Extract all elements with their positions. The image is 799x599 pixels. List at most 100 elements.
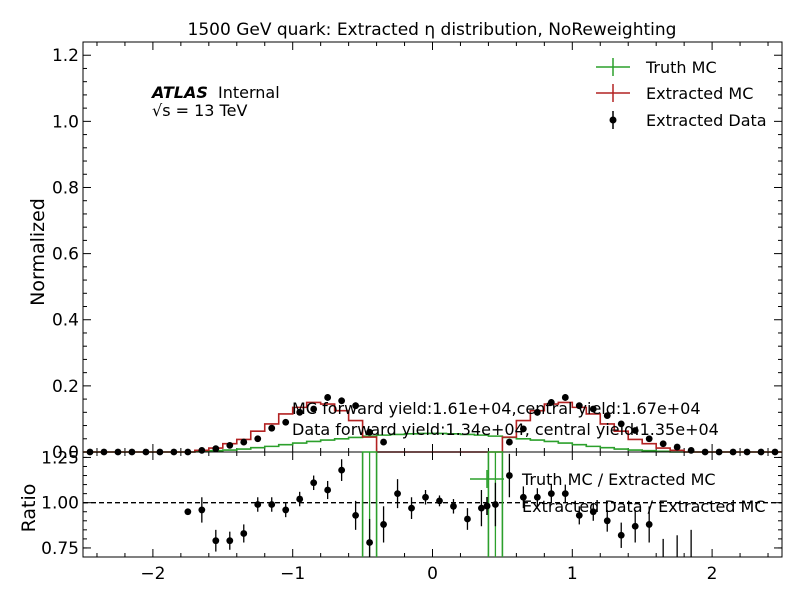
- ratio-data-point: [478, 504, 485, 512]
- extracted-data-point: [575, 402, 583, 410]
- atlas-label: ATLAS Internal: [150, 83, 280, 102]
- main-y-tick-label: 0.4: [52, 311, 79, 331]
- x-tick-label: 1: [567, 564, 578, 584]
- extracted-data-point: [505, 438, 513, 446]
- energy-label: √s = 13 TeV: [152, 101, 247, 120]
- extracted-data-point: [561, 394, 569, 401]
- ratio-data-point: [282, 506, 290, 514]
- ratio-data-point: [226, 537, 234, 545]
- legend-label-extracted-data: Extracted Data: [646, 111, 767, 130]
- extracted-data-point: [240, 438, 248, 446]
- ratio-data-point: [464, 515, 471, 523]
- extracted-data-point: [617, 420, 625, 428]
- ratio-y-tick-label: 1.00: [41, 494, 79, 514]
- main-y-tick-label: 0.0: [52, 443, 79, 463]
- extracted-data-point: [533, 408, 541, 416]
- extracted-data-point: [324, 394, 332, 401]
- extracted-data-point: [645, 435, 653, 443]
- ratio-y-tick-label: 0.75: [41, 539, 79, 559]
- extracted-data-point: [603, 412, 611, 420]
- main-y-tick-label: 1.2: [52, 46, 79, 66]
- legend-item-extracted-data: Extracted Data: [609, 111, 767, 130]
- extracted-data-point: [380, 438, 387, 446]
- legend-label-extracted-mc: Extracted MC: [646, 84, 753, 103]
- data-yield-annotation: Data forward yield:1.34e+04, central yie…: [292, 420, 719, 439]
- main-y-axis-label: Normalized: [27, 198, 49, 306]
- x-tick-label: 0: [427, 564, 438, 584]
- legend-item-extracted-mc: Extracted MC: [596, 84, 753, 103]
- ratio-data-point: [519, 493, 527, 501]
- legend-label-truth-mc: Truth MC: [645, 58, 717, 77]
- ratio-data-point: [547, 490, 555, 498]
- ratio-data-point: [212, 537, 220, 545]
- ratio-data-point: [394, 490, 401, 498]
- ratio-data-point: [561, 490, 569, 498]
- extracted-data-point: [310, 405, 318, 413]
- ratio-y-axis-label: Ratio: [18, 484, 40, 533]
- ratio-data-point: [254, 501, 262, 508]
- ratio-data-point: [240, 530, 248, 537]
- ratio-panel: 0.75 1.00 1.25 −2 −1 0 1 2: [41, 448, 783, 584]
- extracted-data-point: [631, 427, 639, 434]
- ratio-data-point: [617, 531, 625, 539]
- main-y-tick-label: 1.0: [52, 112, 79, 132]
- ratio-data-point: [589, 508, 597, 516]
- atlas-label-normal: Internal: [218, 83, 280, 102]
- extracted-data-point: [547, 399, 555, 406]
- ratio-data-point: [408, 504, 415, 512]
- extracted-data-point: [296, 408, 304, 416]
- extracted-data-point: [268, 424, 276, 432]
- extracted-data-point: [212, 445, 220, 453]
- x-tick-label: −1: [280, 564, 305, 584]
- ratio-data-point: [352, 511, 360, 519]
- legend-item-data-over-extracted: Extracted Data / Extracted MC: [483, 497, 766, 516]
- ratio-data-point: [603, 517, 611, 525]
- x-tick-label: −2: [140, 564, 165, 584]
- extracted-data-point: [226, 441, 234, 449]
- ratio-data-point: [450, 502, 457, 510]
- ratio-data-point: [296, 495, 304, 503]
- extracted-data-point: [352, 402, 360, 410]
- extracted-data-point: [282, 418, 290, 426]
- extracted-data-point: [589, 405, 597, 413]
- ratio-data-point: [310, 479, 318, 487]
- ratio-data-point: [198, 506, 206, 514]
- extracted-data-point: [338, 397, 346, 405]
- ratio-data-point: [338, 466, 346, 474]
- mc-yield-annotation: MC forward yield:1.61e+04,central yield:…: [292, 399, 701, 418]
- extracted-data-point: [198, 446, 206, 454]
- ratio-data-point: [436, 497, 443, 505]
- ratio-data-point: [380, 521, 387, 528]
- main-y-tick-label: 0.6: [52, 245, 79, 265]
- legend-item-truth-over-extracted: Truth MC / Extracted MC: [470, 470, 716, 489]
- ratio-data-point: [184, 508, 192, 516]
- extracted-data-point: [659, 440, 667, 448]
- ratio-data-point: [645, 521, 653, 528]
- extracted-data-point: [687, 446, 695, 454]
- ratio-data-point: [575, 511, 583, 519]
- extracted-data-point: [673, 443, 681, 451]
- legend-item-truth-mc: Truth MC: [596, 58, 717, 77]
- ratio-y-tick-label: 1.25: [41, 448, 79, 468]
- ratio-data-point: [366, 539, 373, 546]
- ratio-legend: Truth MC / Extracted MC Extracted Data /…: [470, 470, 766, 516]
- atlas-label-bold: ATLAS: [150, 83, 208, 102]
- x-tick-label: 2: [707, 564, 718, 584]
- ratio-data-point: [492, 501, 499, 508]
- ratio-data-point: [422, 493, 429, 501]
- extracted-data-point: [254, 435, 262, 443]
- ratio-data-point: [631, 522, 639, 530]
- ratio-data-point: [533, 493, 541, 501]
- main-y-tick-label: 0.8: [52, 178, 79, 198]
- main-legend: Truth MC Extracted MC Extracted Data: [596, 58, 767, 130]
- ratio-data-point: [268, 501, 276, 508]
- ratio-data-point: [505, 472, 513, 479]
- chart-title: 1500 GeV quark: Extracted η distribution…: [188, 20, 677, 40]
- truth-mc-histogram: [83, 432, 782, 453]
- extracted-data-point: [519, 425, 527, 433]
- ratio-data-point: [324, 486, 332, 494]
- legend-label-truth-over-extracted: Truth MC / Extracted MC: [521, 470, 716, 489]
- legend-label-data-over-extracted: Extracted Data / Extracted MC: [522, 497, 766, 516]
- main-y-tick-label: 0.2: [52, 377, 79, 397]
